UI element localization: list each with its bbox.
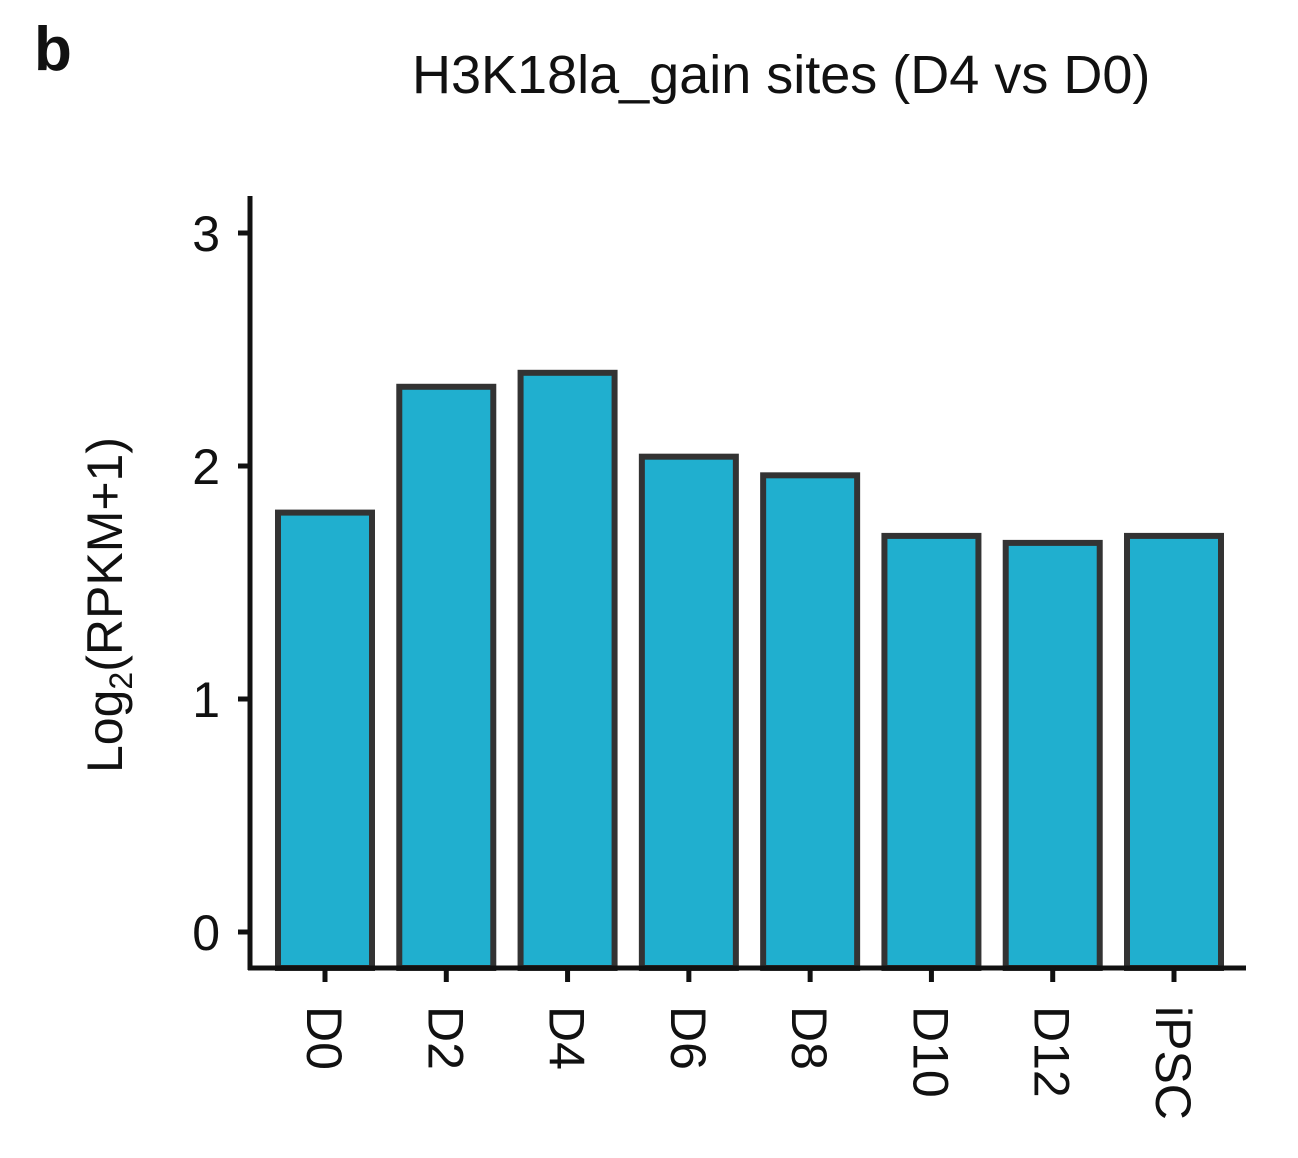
y-tick-label: 2 [192,439,220,495]
x-tick-label: D6 [660,1006,716,1070]
x-tick-label: D12 [1024,1006,1080,1098]
panel-label: b [34,15,72,84]
x-ticks-group: D0 D2 D4 D6 D8 D10 D12 iPSC [296,968,1201,1120]
bar-d0 [275,509,375,971]
y-ticks-group: 0 1 2 3 [192,206,250,961]
bar-d6 [638,453,739,971]
y-tick-label: 1 [192,672,220,728]
x-tick-label: D10 [902,1006,958,1098]
bar-d8 [760,472,861,971]
y-tick-label: 0 [192,905,220,961]
x-tick-label: D0 [296,1006,352,1070]
bar-d12 [1002,539,1103,971]
chart-title: H3K18la_gain sites (D4 vs D0) [412,45,1151,105]
x-tick-label: D4 [539,1006,595,1070]
y-axis-label-main: Log [77,690,133,773]
y-axis-label-rest: (RPKM+1) [77,437,133,672]
x-tick-label: iPSC [1145,1006,1201,1120]
bar-d4 [517,369,618,971]
bar-ipsc [1124,532,1224,972]
y-axis-label-sub: 2 [103,672,139,690]
y-axis-label: Log2(RPKM+1) [77,437,139,773]
bars-group [275,369,1224,972]
bar-d2 [396,383,497,971]
y-tick-label: 3 [192,206,220,262]
x-tick-label: D8 [781,1006,837,1070]
bar-d10 [881,532,982,972]
x-tick-label: D2 [417,1006,473,1070]
